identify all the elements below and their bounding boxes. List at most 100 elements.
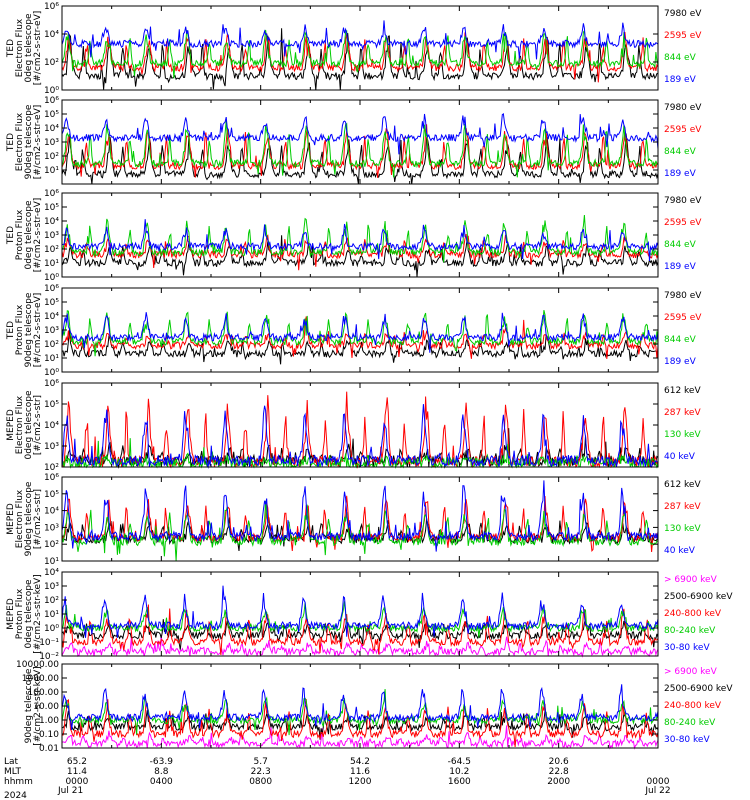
y-tick-label: 10.00 xyxy=(33,702,59,712)
y-tick-label: 10² xyxy=(44,540,59,550)
x-tick-label: 0400 xyxy=(150,777,173,787)
legend-entry: 2595 eV xyxy=(664,31,702,41)
legend-entry: > 6900 keV xyxy=(664,575,718,585)
y-axis-label: [#/cm2-s-str] xyxy=(33,395,43,455)
y-axis-label: 0deg telescope xyxy=(24,390,34,460)
legend-entry: 612 keV xyxy=(664,386,701,396)
legend-entry: 30-80 keV xyxy=(664,735,710,745)
x-row-label: MLT xyxy=(4,767,22,777)
y-tick-label: 10³ xyxy=(44,442,59,452)
x-tick-label: 22.3 xyxy=(251,767,271,777)
x-tick-label: 2000 xyxy=(547,777,570,787)
y-tick-label: 10⁴ xyxy=(44,30,59,40)
y-tick-label: 10⁴ xyxy=(44,312,59,322)
y-tick-label: 10² xyxy=(44,596,59,606)
y-axis-label: [#/cm2-s-str-eV] xyxy=(33,105,43,180)
series-line-844-ev xyxy=(61,309,659,357)
date-end: Jul 22 xyxy=(644,786,670,796)
y-tick-label: 10¹ xyxy=(44,610,59,620)
legend-entry: 2595 eV xyxy=(664,125,702,135)
series-line-7980-ev xyxy=(62,329,659,365)
y-axis-label: 90deg telescope xyxy=(24,668,34,743)
y-axis-label: 90deg telescope xyxy=(24,292,34,367)
legend-entry: 240-800 keV xyxy=(664,609,722,619)
panel-frame xyxy=(61,663,659,749)
panel-6: 10¹ 10² 10³ 10⁴ 10⁵ 10⁶ MEPED Electron Flux 90de… xyxy=(6,473,701,567)
y-axis-label: Proton Flux xyxy=(15,588,25,639)
y-axis-label: TED xyxy=(6,133,16,152)
y-tick-label: 10¹ xyxy=(44,259,59,269)
series-line-844-ev xyxy=(61,120,659,178)
y-tick-label: 0.10 xyxy=(39,730,59,740)
y-axis-label: TED xyxy=(6,226,16,245)
y-tick-label: 10⁻¹ xyxy=(39,638,59,648)
y-tick-label: 10⁵ xyxy=(44,203,59,213)
y-axis-label: [#/cm2-s-str] xyxy=(33,489,43,549)
legend-entry: 287 keV xyxy=(664,502,701,512)
y-axis-label: [#/cm2-s-str-keV] xyxy=(33,574,43,653)
y-tick-label: 10⁻² xyxy=(39,652,59,662)
legend-entry: 130 keV xyxy=(664,524,701,534)
y-tick-label: 10² xyxy=(44,152,59,162)
x-tick-label: 54.2 xyxy=(350,757,370,767)
y-tick-label: 10⁶ xyxy=(44,96,59,106)
legend-entry: 40 keV xyxy=(664,546,696,556)
y-axis-label: 0deg telescope xyxy=(24,13,34,83)
y-tick-label: 10⁰ xyxy=(44,273,59,283)
y-tick-label: 10² xyxy=(44,463,59,473)
series-line-30-80-kev xyxy=(61,684,659,731)
panel-frame xyxy=(61,5,659,91)
legend-entry: 844 eV xyxy=(664,335,697,345)
x-tick-label: 8.8 xyxy=(154,767,169,777)
y-tick-label: 10⁵ xyxy=(44,298,59,308)
series-line-40-kev xyxy=(61,480,659,552)
legend-entry: 80-240 keV xyxy=(664,718,716,728)
y-axis-label: Electron Flux xyxy=(15,18,25,77)
series-line-40-kev xyxy=(61,404,659,469)
legend-entry: 189 eV xyxy=(664,262,697,272)
legend-entry: 844 eV xyxy=(664,240,697,250)
series-line-612-kev xyxy=(61,428,659,469)
y-tick-label: 10² xyxy=(44,58,59,68)
y-tick-label: 1000.00 xyxy=(22,674,59,684)
y-axis-label: 0deg telescope xyxy=(24,579,34,649)
series-line-189-ev xyxy=(61,219,659,262)
y-tick-label: 10¹ xyxy=(44,557,59,567)
legend-entry: 2500-6900 keV xyxy=(664,684,733,694)
legend-entry: 612 keV xyxy=(664,480,701,490)
series-line-240-800-kev xyxy=(61,698,659,748)
series-line-844-ev xyxy=(61,29,659,79)
y-axis-label: MEPED xyxy=(6,503,16,535)
series-line-189-ev xyxy=(61,112,659,155)
x-tick-label: 5.7 xyxy=(254,757,268,767)
legend-entry: 2595 eV xyxy=(664,313,702,323)
x-tick-label: 0000 xyxy=(647,777,670,787)
y-axis-label: Electron Flux xyxy=(15,395,25,454)
x-tick-label: 22.8 xyxy=(549,767,569,777)
series-line-240-800-kev xyxy=(61,604,659,656)
y-tick-label: 10¹ xyxy=(44,354,59,364)
x-row-label: hhmm xyxy=(4,777,33,787)
series-line-2595-ev xyxy=(61,316,659,359)
x-row-label: Lat xyxy=(4,757,19,767)
series-line-130-kev xyxy=(61,500,659,562)
date-start: Jul 21 xyxy=(57,786,83,796)
legend-entry: 7980 eV xyxy=(664,9,702,19)
y-tick-label: 10⁰ xyxy=(44,86,59,96)
y-tick-label: 1.00 xyxy=(39,716,59,726)
legend-entry: 7980 eV xyxy=(664,103,702,113)
x-axis-rows: Lat 65.2 -63.9 5.7 54.2 -64.5 20.6 MLT 11.4 8.8 22… xyxy=(4,757,671,800)
panel-frame xyxy=(61,571,659,657)
y-tick-label: 10² xyxy=(44,245,59,255)
y-tick-label: 10⁶ xyxy=(44,284,59,294)
y-tick-label: 10⁵ xyxy=(44,490,59,500)
legend-entry: 80-240 keV xyxy=(664,626,716,636)
x-tick-label: 20.6 xyxy=(549,757,569,767)
y-axis-label: Proton Flux xyxy=(15,304,25,355)
legend-entry: 844 eV xyxy=(664,147,697,157)
legend-entry: 2595 eV xyxy=(664,218,702,228)
y-tick-label: 10³ xyxy=(44,523,59,533)
y-tick-label: 10³ xyxy=(44,582,59,592)
y-tick-label: 10⁶ xyxy=(44,379,59,389)
series-line-7980-ev xyxy=(61,133,659,185)
